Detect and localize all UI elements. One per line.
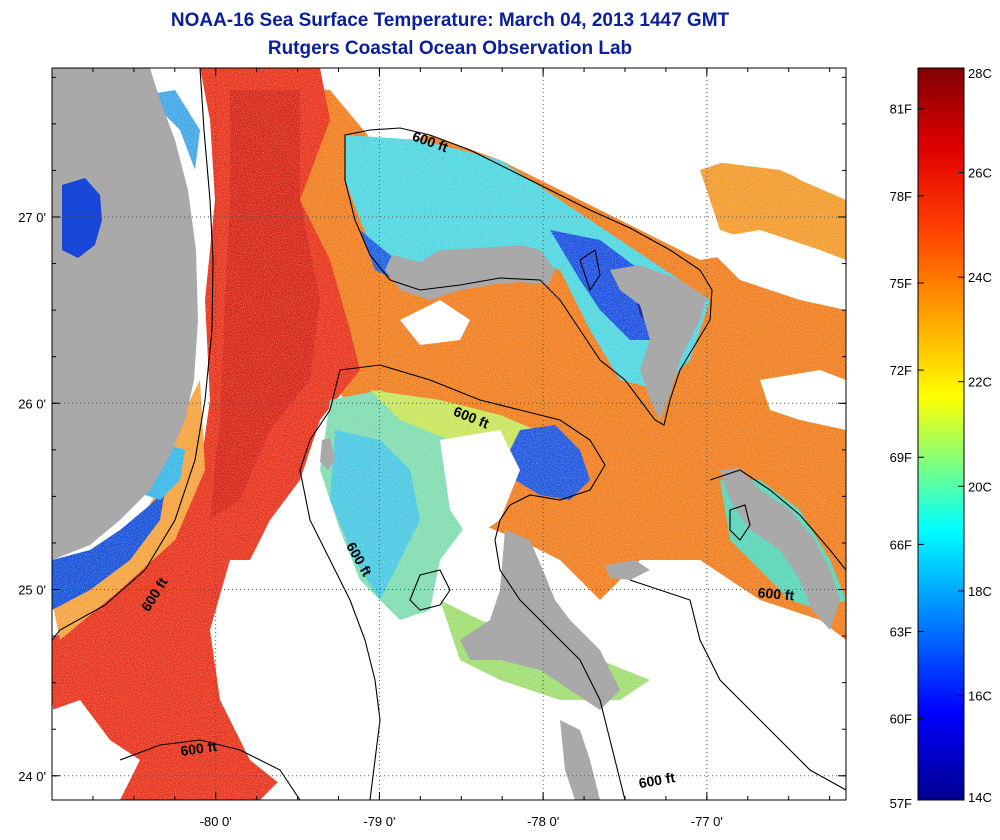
- map-subtitle: Rutgers Coastal Ocean Observation Lab: [267, 38, 633, 59]
- colorbar-celsius-label: 18C: [968, 584, 992, 599]
- colorbar-fahrenheit-label: 78F: [890, 189, 912, 204]
- colorbar-fahrenheit-label: 60F: [890, 712, 912, 727]
- colorbar-fahrenheit-label: 69F: [890, 450, 912, 465]
- colorbar-fahrenheit-label: 66F: [890, 537, 912, 552]
- y-tick-label: 25 0': [18, 583, 46, 598]
- colorbar-fahrenheit-label: 57F: [890, 796, 912, 811]
- colorbar-celsius-label: 28C: [968, 66, 992, 81]
- x-tick-label: -77 0': [691, 814, 723, 829]
- colorbar-celsius-label: 26C: [968, 166, 992, 181]
- colorbar-celsius-label: 22C: [968, 375, 992, 390]
- colorbar-labels: 28C 26C 24C 22C 20C 18C 16C 14C 81F 78F 75F 72F 69F 6…: [890, 66, 992, 811]
- colorbar-celsius-label: 24C: [968, 270, 992, 285]
- land-great-abaco: [610, 265, 706, 420]
- land-exuma-south: [560, 720, 600, 800]
- colorbar-fahrenheit-label: 63F: [890, 625, 912, 640]
- depth-contour-label: 600 ft: [757, 584, 795, 603]
- depth-contour-label: 600 ft: [637, 769, 676, 791]
- colorbar: [917, 67, 965, 801]
- y-tick-label: 26 0': [18, 396, 46, 411]
- map-plot-area: [52, 68, 846, 800]
- x-tick-label: -79 0': [363, 814, 395, 829]
- axis-ticks: -80 0' -79 0' -78 0' -77 0' 27 0' 26 0' 25 0' 2…: [18, 68, 846, 829]
- colorbar-fahrenheit-label: 81F: [890, 102, 912, 117]
- land-new-providence: [605, 560, 650, 580]
- depth-contours: [52, 68, 846, 800]
- land-eleuthera: [720, 468, 840, 630]
- colorbar-fahrenheit-label: 72F: [890, 363, 912, 378]
- colorbar-celsius-label: 14C: [968, 790, 992, 805]
- x-tick-label: -78 0': [527, 814, 559, 829]
- y-tick-label: 27 0': [18, 210, 46, 225]
- map-title: NOAA-16 Sea Surface Temperature: March 0…: [170, 10, 730, 31]
- map-frame: [51, 67, 847, 801]
- depth-contour-label: 600 ft: [179, 738, 218, 759]
- lake-okeechobee: [62, 178, 102, 258]
- colorbar-celsius-label: 20C: [968, 479, 992, 494]
- colorbar-celsius-label: 16C: [968, 688, 992, 703]
- y-tick-label: 24 0': [18, 769, 46, 784]
- land-grand-bahama: [385, 245, 555, 300]
- x-tick-label: -80 0': [200, 814, 232, 829]
- colorbar-fahrenheit-label: 75F: [890, 276, 912, 291]
- lat-lon-grid: [52, 68, 846, 800]
- land-bimini: [320, 438, 335, 470]
